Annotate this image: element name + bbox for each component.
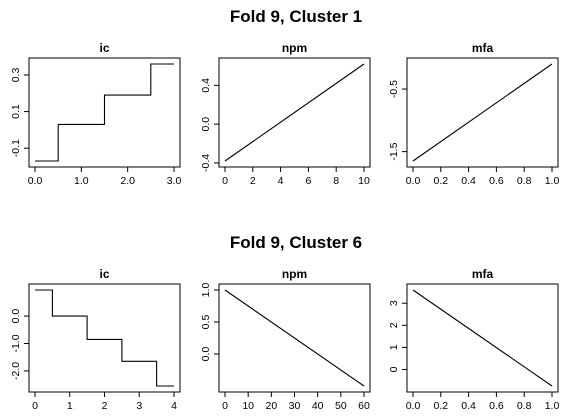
x-tick-label: 6 [305, 175, 311, 187]
x-tick-label: 10 [242, 400, 254, 412]
y-tick-label: 3 [388, 300, 400, 306]
series-line [35, 63, 174, 162]
x-tick-label: 1.0 [545, 175, 560, 187]
y-tick-label: -2.0 [10, 362, 22, 380]
series-line [412, 63, 553, 162]
x-tick-label: 3 [136, 400, 142, 412]
x-tick-label: 10 [358, 175, 370, 187]
panel-title: mfa [472, 41, 494, 55]
figure-title-bottom: Fold 9, Cluster 6 [230, 233, 362, 252]
y-tick-label: 0.1 [10, 104, 22, 119]
figure-title-top: Fold 9, Cluster 1 [230, 7, 362, 26]
series-line [224, 289, 365, 387]
x-tick-label: 0.8 [517, 175, 532, 187]
x-tick-label: 4 [278, 175, 284, 187]
x-tick-label: 60 [358, 400, 370, 412]
panel-3: mfa 0.0 0.2 0.4 0.6 0.8 1.0 -1.5 -0.5 [388, 41, 559, 187]
y-tick-label: 2 [388, 322, 400, 328]
panel-2: npm 0 2 4 6 8 10 -0.4 0.0 0.4 [200, 41, 371, 187]
panel-1: ic 0.0 1.0 2.0 3.0 -0.1 0.1 0.3 [10, 41, 181, 187]
panel-6: mfa 0.0 0.2 0.4 0.6 0.8 1.0 0 1 2 3 [388, 267, 559, 412]
x-tick-label: 0.6 [489, 400, 504, 412]
y-tick-label: 0.0 [200, 347, 212, 362]
y-tick-label: -1.5 [388, 142, 400, 160]
x-tick-label: 0.4 [461, 400, 476, 412]
x-tick-label: 4 [171, 400, 177, 412]
y-tick-label: -0.5 [388, 80, 400, 98]
y-tick-label: 0.3 [10, 68, 22, 83]
x-tick-label: 2 [102, 400, 108, 412]
y-tick-label: 0.0 [200, 117, 212, 132]
panel-title: npm [282, 267, 307, 281]
y-tick-label: 1 [388, 344, 400, 350]
series-line [224, 63, 365, 162]
x-tick-label: 1 [67, 400, 73, 412]
x-tick-label: 1.0 [74, 175, 89, 187]
y-tick-label: -0.1 [10, 139, 22, 157]
x-tick-label: 0.8 [517, 400, 532, 412]
x-tick-label: 0.0 [406, 175, 421, 187]
x-tick-label: 1.0 [545, 400, 560, 412]
x-tick-label: 0.4 [461, 175, 476, 187]
x-tick-label: 0.2 [433, 400, 448, 412]
panel-title: ic [99, 267, 109, 281]
x-tick-label: 30 [289, 400, 301, 412]
y-tick-label: -1.0 [10, 334, 22, 352]
panel-4: ic 0 1 2 3 4 -2.0 -1.0 0.0 [10, 267, 181, 412]
y-tick-label: 0.4 [200, 78, 212, 93]
y-tick-label: 0.5 [200, 315, 212, 330]
y-tick-label: 0 [388, 366, 400, 372]
panel-5: npm 0 10 20 30 40 50 60 0.0 0.5 1.0 [200, 267, 371, 412]
series-line [35, 289, 174, 387]
panel-title: mfa [472, 267, 494, 281]
plot-frame [28, 283, 181, 393]
x-tick-label: 0.0 [406, 400, 421, 412]
x-tick-label: 0.2 [433, 175, 448, 187]
panel-title: ic [99, 41, 109, 55]
x-tick-label: 40 [312, 400, 324, 412]
x-tick-label: 0 [222, 175, 228, 187]
x-tick-label: 2 [250, 175, 256, 187]
x-tick-label: 2.0 [120, 175, 135, 187]
x-tick-label: 0.6 [489, 175, 504, 187]
y-tick-label: 1.0 [200, 283, 212, 298]
y-tick-label: -0.4 [200, 154, 212, 172]
x-tick-label: 20 [265, 400, 277, 412]
x-tick-label: 0 [32, 400, 38, 412]
x-tick-label: 8 [333, 175, 339, 187]
x-tick-label: 50 [335, 400, 347, 412]
x-tick-label: 0.0 [28, 175, 43, 187]
x-tick-label: 0 [222, 400, 228, 412]
panel-title: npm [282, 41, 307, 55]
x-tick-label: 3.0 [167, 175, 182, 187]
y-tick-label: 0.0 [10, 309, 22, 324]
series-line [412, 289, 553, 387]
